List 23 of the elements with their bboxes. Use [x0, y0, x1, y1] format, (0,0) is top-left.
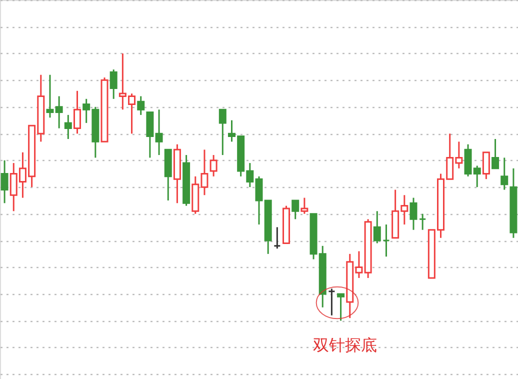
candlestick — [73, 90, 81, 134]
candlestick — [137, 95, 145, 116]
candlestick — [273, 226, 281, 250]
candlestick — [382, 224, 390, 258]
candlestick — [110, 68, 118, 100]
candlestick — [500, 156, 508, 191]
candlestick — [418, 213, 426, 231]
text: 双针探底 — [312, 336, 377, 355]
candlestick — [410, 197, 418, 231]
candlestick — [492, 138, 500, 170]
candlestick — [64, 114, 72, 140]
candlestick — [46, 74, 54, 118]
candlestick — [55, 95, 63, 130]
candlestick — [0, 160, 8, 204]
candlestick — [218, 108, 226, 156]
candlestick — [292, 200, 300, 220]
candlestick — [300, 197, 308, 215]
candlestick — [328, 288, 336, 316]
candlestick — [210, 154, 218, 178]
candlestick — [482, 152, 490, 180]
candlestick — [373, 210, 381, 244]
candlestick — [155, 108, 163, 156]
candlestick — [337, 293, 345, 322]
